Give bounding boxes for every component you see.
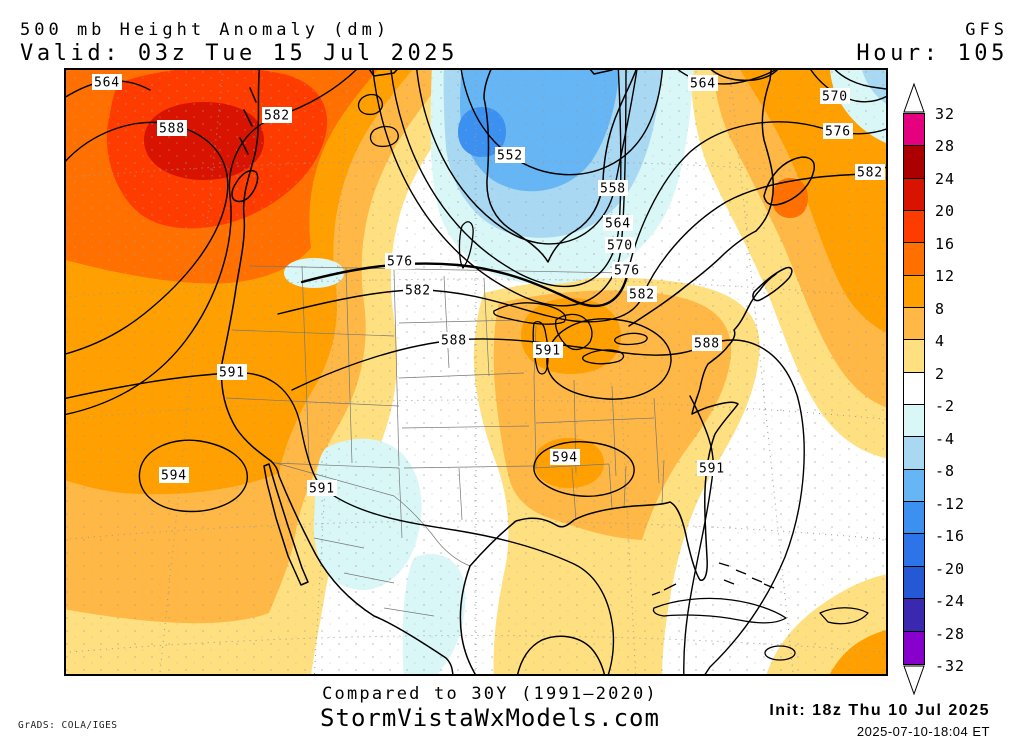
svg-text:582: 582: [857, 166, 883, 181]
colorbar-segment: [904, 502, 924, 535]
colorbar-tick-label: 32: [935, 105, 956, 123]
colorbar-segments: [903, 113, 925, 665]
svg-text:588: 588: [441, 334, 467, 349]
colorbar-tick-label: 28: [935, 137, 956, 156]
svg-text:564: 564: [94, 76, 120, 91]
generation-timestamp: 2025-07-10-18:04 ET: [856, 724, 990, 739]
colorbar-tick-label: -24: [935, 592, 966, 611]
colorbar-tick-label: 2: [935, 364, 946, 383]
model-label: GFS: [965, 20, 1008, 40]
contour-label: 576: [823, 123, 853, 140]
forecast-hour-label: Hour: 105: [856, 41, 1008, 66]
colorbar-tick-label: -32: [935, 657, 966, 675]
colorbar-segment: [904, 275, 924, 309]
svg-text:591: 591: [219, 366, 245, 381]
colorbar-segment: [904, 146, 924, 179]
contour-label: 552: [495, 147, 525, 164]
colorbar-arrow-down-icon: [903, 665, 925, 695]
contour-label: 594: [159, 467, 189, 484]
svg-text:594: 594: [552, 451, 578, 466]
svg-text:594: 594: [161, 469, 187, 484]
contour-label: 588: [692, 335, 722, 352]
contour-label: 576: [612, 262, 642, 279]
grads-credit: GrADS: COLA/IGES: [18, 720, 118, 731]
colorbar-tick-label: 24: [935, 169, 956, 188]
valid-time-label: Valid: 03z Tue 15 Jul 2025: [20, 41, 458, 66]
colorbar-segment: [904, 566, 924, 600]
colorbar-segment: [904, 211, 924, 244]
contour-label: 570: [605, 237, 635, 254]
svg-text:576: 576: [825, 125, 851, 140]
contour-label: 564: [92, 74, 122, 91]
colorbar-tick-label: -2: [935, 397, 956, 416]
colorbar-segment: [904, 243, 924, 276]
svg-text:582: 582: [264, 109, 290, 124]
svg-text:591: 591: [699, 462, 725, 477]
svg-text:576: 576: [614, 264, 640, 279]
contour-label: 582: [403, 282, 433, 299]
page-title: 500 mb Height Anomaly (dm): [20, 20, 391, 40]
colorbar-segment: [904, 178, 924, 212]
anomaly-map-svg: 564 588 582 576 582 588 552 558 564 570 576 582 564 5…: [57, 61, 895, 683]
climatology-note: Compared to 30Y (1991–2020): [322, 684, 658, 704]
colorbar-tick-label: 12: [935, 267, 956, 286]
svg-text:591: 591: [309, 482, 335, 497]
colorbar-tick-label: -16: [935, 527, 966, 546]
colorbar-segment: [904, 469, 924, 503]
stipple-texture: [64, 68, 888, 676]
svg-text:558: 558: [600, 182, 626, 197]
init-time-label: Init: 18z Thu 10 Jul 2025: [769, 702, 990, 719]
colorbar-tick-label: -12: [935, 494, 966, 513]
colorbar-segment: [904, 372, 924, 406]
contour-label: 570: [820, 88, 850, 105]
colorbar-segment: [904, 437, 924, 470]
contour-labels: 564 588 582 576 582 588 552 558 564 570 576 582 564 5…: [92, 74, 885, 497]
colorbar-tick-label: 4: [935, 332, 946, 351]
svg-text:564: 564: [605, 217, 631, 232]
svg-text:582: 582: [405, 284, 431, 299]
svg-text:570: 570: [822, 90, 848, 105]
colorbar-tick-label: 16: [935, 234, 956, 253]
colorbar-tick-label: -20: [935, 559, 966, 578]
contour-label: 558: [598, 180, 628, 197]
contour-label: 591: [217, 364, 247, 381]
svg-text:588: 588: [694, 337, 720, 352]
contour-label: 588: [157, 120, 187, 137]
contour-label: 594: [550, 449, 580, 466]
svg-text:564: 564: [690, 77, 716, 92]
contour-label: 564: [603, 215, 633, 232]
colorbar-segment: [904, 114, 924, 147]
contour-label: 576: [385, 253, 415, 270]
colorbar-segment: [904, 534, 924, 567]
colorbar-arrow-up-icon: [903, 83, 925, 113]
svg-text:582: 582: [629, 288, 655, 303]
colorbar-segment: [904, 405, 924, 438]
map-border: [64, 68, 888, 676]
colorbar-tick-label: -28: [935, 624, 966, 643]
colorbar-tick-label: -8: [935, 462, 956, 481]
colorbar-tick-label: -4: [935, 429, 956, 448]
colorbar-segment: [904, 631, 924, 664]
contour-label: 591: [533, 342, 563, 359]
colorbar-tick-label: 20: [935, 202, 956, 221]
contour-label: 582: [627, 286, 657, 303]
contour-label: 564: [688, 75, 718, 92]
site-watermark: StormVistaWxModels.com: [320, 704, 660, 732]
colorbar-segment: [904, 599, 924, 632]
svg-text:576: 576: [387, 255, 413, 270]
svg-text:552: 552: [497, 149, 523, 164]
contour-label: 582: [855, 164, 885, 181]
contour-label: 582: [262, 107, 292, 124]
svg-text:591: 591: [535, 344, 561, 359]
anomaly-map: 564 588 582 576 582 588 552 558 564 570 576 582 564 5…: [57, 61, 895, 683]
colorbar-segment: [904, 308, 924, 341]
contour-label: 588: [439, 332, 469, 349]
graticule: [57, 61, 895, 683]
contour-label: 591: [307, 480, 337, 497]
svg-text:570: 570: [607, 239, 633, 254]
colorbar-segment: [904, 340, 924, 373]
contour-label: 591: [697, 460, 727, 477]
svg-text:588: 588: [159, 122, 185, 137]
colorbar-tick-label: 8: [935, 299, 946, 318]
